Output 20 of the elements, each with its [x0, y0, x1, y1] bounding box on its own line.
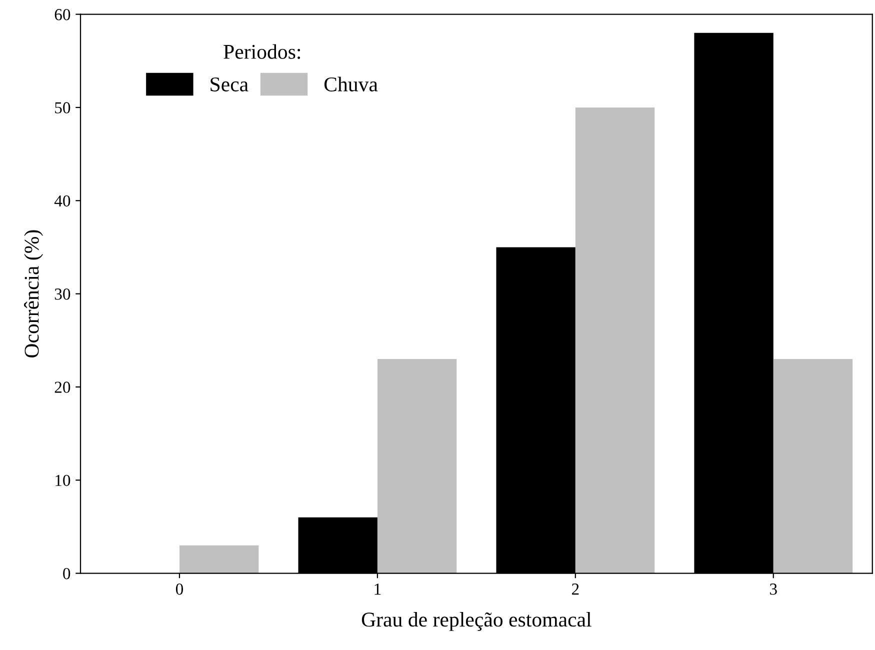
bar	[179, 545, 259, 574]
x-tick-label: 3	[770, 584, 777, 595]
x-tick-label: 1	[374, 584, 381, 595]
y-tick-label: 40	[54, 195, 70, 207]
x-axis-title: Grau de repleção estomacal	[362, 612, 592, 631]
legend-title: Periodos:	[224, 44, 300, 59]
bar	[377, 359, 457, 574]
bar	[773, 359, 853, 574]
legend-label: Chuva	[324, 76, 378, 92]
x-tick-label: 0	[176, 584, 184, 595]
legend-label: Seca	[210, 77, 248, 92]
y-tick-label: 60	[54, 9, 70, 20]
y-tick-label: 0	[63, 568, 70, 580]
y-tick-label: 50	[55, 102, 70, 114]
bar	[575, 107, 655, 574]
y-tick-label: 30	[54, 288, 70, 300]
y-axis-title: Ocorrência (%)	[24, 230, 43, 358]
y-tick-label: 10	[56, 474, 70, 486]
y-tick-label: 20	[54, 382, 70, 393]
x-tick-label: 2	[572, 584, 579, 595]
